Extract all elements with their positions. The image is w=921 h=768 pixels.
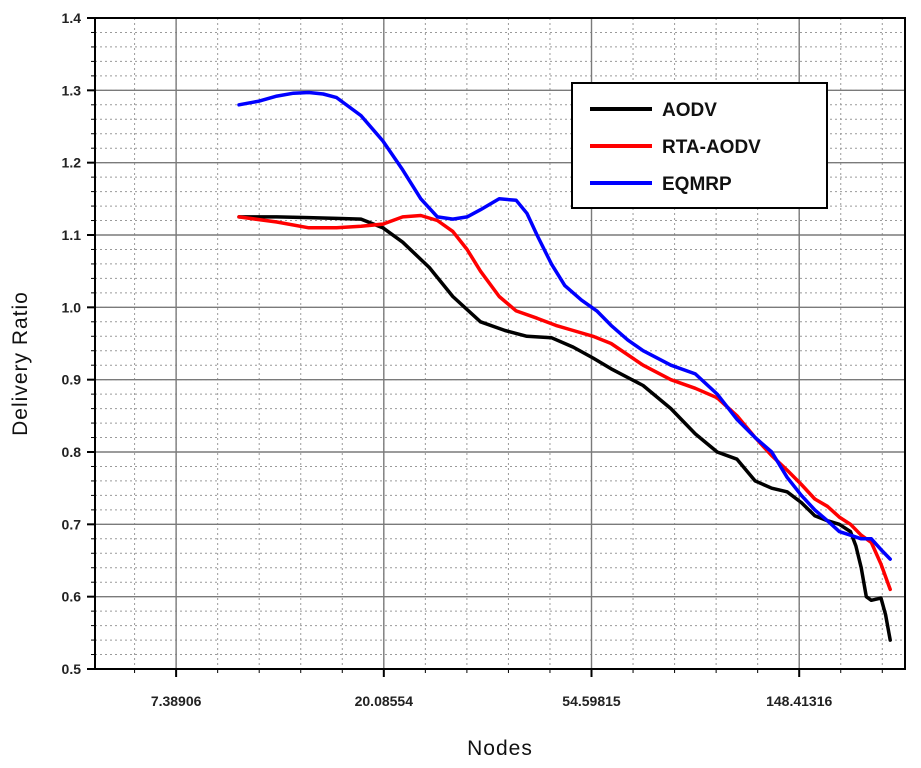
series-lines: [237, 90, 892, 642]
legend-label-aodv: AODV: [662, 100, 717, 121]
legend-label-eqmrp: EQMRP: [662, 174, 732, 195]
x-tick-label: 148.41316: [766, 693, 832, 709]
y-tick-label: 1.1: [62, 227, 82, 243]
x-axis-title: Nodes: [467, 737, 533, 760]
series-line-eqmrp: [237, 90, 892, 561]
legend: AODV RTA-AODV EQMRP: [571, 82, 828, 209]
x-tick-label: 54.59815: [562, 693, 621, 709]
legend-label-rta-aodv: RTA-AODV: [662, 137, 761, 158]
y-tick-label: 0.9: [62, 372, 82, 388]
x-tick-label: 20.08554: [355, 693, 414, 709]
y-tick-label: 0.7: [62, 516, 82, 532]
y-tick-label: 1.4: [62, 10, 82, 26]
x-tick-label: 7.38906: [151, 693, 202, 709]
y-axis-title: Delivery Ratio: [9, 291, 32, 436]
y-tick-label: 1.0: [62, 299, 82, 315]
axis-ticks: [87, 17, 883, 677]
y-tick-label: 0.6: [62, 589, 82, 605]
series-line-aodv: [237, 215, 892, 642]
series-line-rta-aodv: [237, 213, 892, 592]
y-tick-label: 0.8: [62, 444, 82, 460]
plot-frame: [94, 17, 906, 670]
y-tick-label: 1.3: [62, 82, 82, 98]
y-tick-label: 1.2: [62, 155, 82, 171]
y-tick-label: 0.5: [62, 661, 82, 677]
tick-labels: 7.38906 20.08554 54.59815 148.41316 0.5 0.6 0.…: [62, 10, 833, 709]
